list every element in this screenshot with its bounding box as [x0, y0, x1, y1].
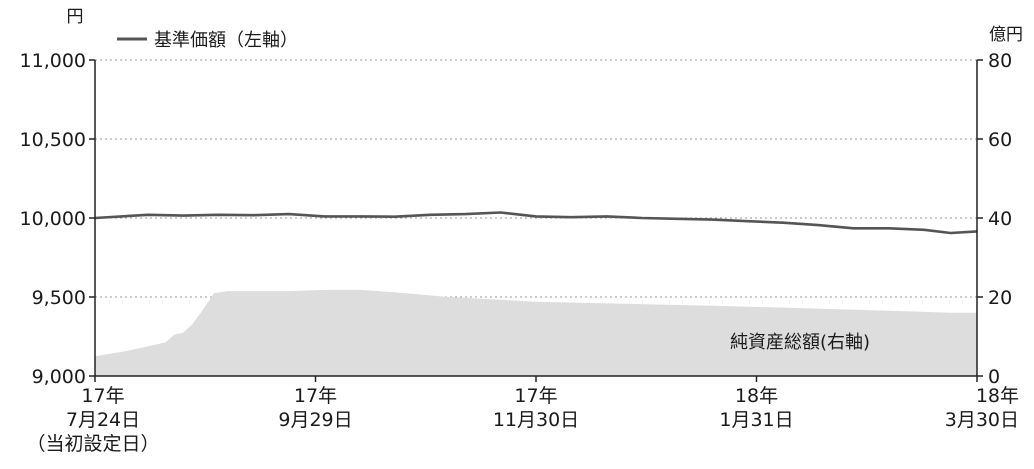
net-assets-area	[95, 289, 977, 376]
x-tick-year: 17年	[294, 385, 337, 407]
axes	[89, 59, 983, 382]
right-tick-label: 60	[988, 129, 1012, 151]
x-tick-year: 18年	[976, 385, 1019, 407]
grid	[95, 59, 977, 298]
right-tick-label: 20	[988, 287, 1012, 309]
x-tick-date: 3月30日	[945, 409, 1019, 431]
x-tick-year: 18年	[735, 385, 778, 407]
left-tick-label: 10,500	[20, 129, 86, 151]
x-tick-year: 17年	[514, 385, 557, 407]
left-tick-label: 10,000	[20, 208, 86, 230]
x-tick-date: 7月24日	[66, 409, 140, 431]
tick-labels: 9,000 9,500 10,000 10,500 11,000 0 20 40 60 80 17年…	[20, 50, 1019, 455]
legend: 基準価額（左軸）	[117, 30, 298, 51]
right-axis-unit: 億円	[989, 25, 1023, 45]
right-tick-label: 80	[988, 50, 1012, 72]
x-tick-year: 17年	[81, 385, 124, 407]
right-tick-label: 0	[988, 366, 1000, 388]
x-tick-date: 11月30日	[493, 409, 579, 431]
right-tick-label: 40	[988, 208, 1012, 230]
left-tick-label: 9,000	[32, 366, 86, 388]
left-tick-label: 11,000	[20, 50, 86, 72]
x-tick-note: （当初設定日）	[26, 433, 159, 455]
left-axis-unit: 円	[67, 7, 84, 27]
legend-label-nav: 基準価額（左軸）	[154, 30, 298, 51]
x-tick-date: 1月31日	[719, 409, 793, 431]
nav-line-layer	[94, 211, 978, 235]
net-assets-area-layer	[95, 289, 977, 376]
nav-line	[94, 211, 978, 235]
left-tick-label: 9,500	[32, 287, 86, 309]
net-assets-area-label: 純資産総額(右軸)	[730, 332, 870, 353]
x-tick-date: 9月29日	[278, 409, 352, 431]
